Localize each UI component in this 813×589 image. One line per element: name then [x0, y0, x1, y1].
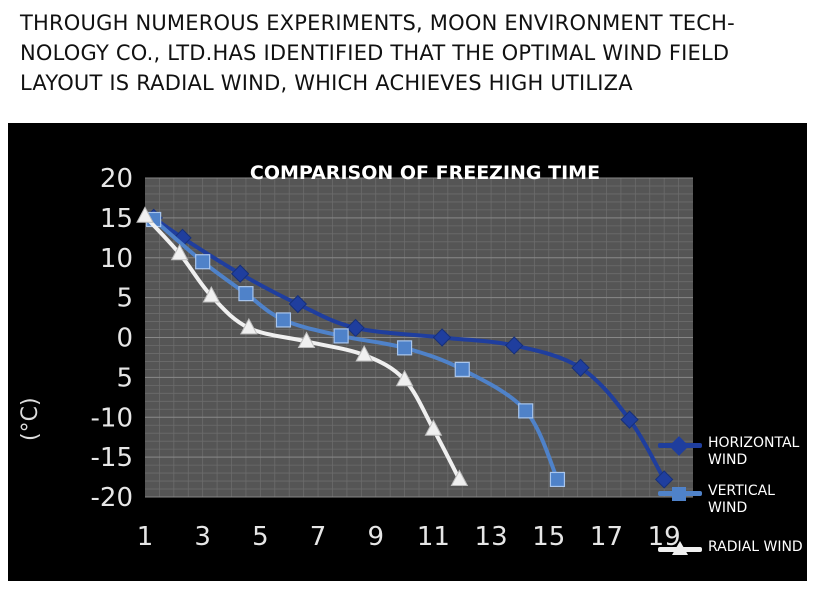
x-tick-label: 17	[590, 522, 623, 552]
data-point-horizontal-wind	[620, 410, 639, 429]
data-point-radial-wind	[239, 317, 258, 335]
data-point-radial-wind	[395, 369, 414, 387]
caption-line-2: NOLOGY CO., LTD.HAS IDENTIFIED THAT THE …	[20, 41, 730, 65]
series-line-horizontal-wind	[151, 215, 667, 482]
data-point-radial-wind	[170, 243, 189, 261]
y-tick-label: 20	[100, 164, 133, 194]
data-point-vertical-wind	[518, 403, 534, 419]
x-tick-label: 9	[367, 522, 384, 552]
data-point-radial-wind	[450, 469, 469, 486]
legend-marker-triangle	[672, 541, 688, 555]
data-point-vertical-wind	[195, 254, 211, 270]
y-tick-label: 15	[100, 204, 133, 234]
legend-label-horizontal: HORIZONTAL WIND	[708, 435, 800, 468]
x-tick-label: 1	[137, 522, 154, 552]
y-tick-label: 0	[116, 324, 133, 354]
legend-marker-diamond	[669, 436, 689, 456]
data-point-horizontal-wind	[571, 358, 590, 377]
legend-label-vertical: VERTICAL WIND	[708, 483, 775, 516]
x-tick-label: 3	[194, 522, 211, 552]
data-point-horizontal-wind	[432, 328, 452, 347]
x-tick-label: 7	[310, 522, 327, 552]
data-point-radial-wind	[297, 331, 316, 348]
chart-title: COMPARISON OF FREEZING TIME	[250, 162, 600, 184]
data-point-horizontal-wind	[288, 294, 308, 314]
x-tick-label: 15	[532, 522, 565, 552]
legend-item-radial-wind: RADIAL WIND	[658, 539, 813, 583]
y-tick-label: 10	[100, 244, 133, 274]
data-point-vertical-wind	[396, 340, 413, 356]
data-point-horizontal-wind	[504, 336, 524, 355]
x-tick-label: 13	[475, 522, 508, 552]
legend-item-vertical-wind: VERTICAL WIND	[658, 483, 813, 527]
x-tick-label: 11	[417, 522, 450, 552]
caption-line-1: THROUGH NUMEROUS EXPERIMENTS, MOON ENVIR…	[20, 11, 735, 35]
y-axis-label: (°C)	[18, 397, 43, 441]
data-point-radial-wind	[202, 285, 221, 303]
y-tick-label: 5	[116, 363, 133, 393]
y-tick-label: -15	[91, 443, 133, 473]
data-point-vertical-wind	[275, 312, 292, 328]
x-tick-label: 5	[252, 522, 269, 552]
caption-text: THROUGH NUMEROUS EXPERIMENTS, MOON ENVIR…	[20, 8, 800, 98]
data-point-vertical-wind	[549, 471, 566, 488]
data-point-vertical-wind	[238, 286, 254, 302]
data-point-radial-wind	[355, 344, 374, 362]
caption-line-3: LAYOUT IS RADIAL WIND, WHICH ACHIEVES HI…	[20, 71, 633, 95]
data-point-vertical-wind	[333, 328, 349, 344]
data-point-radial-wind	[136, 206, 154, 223]
y-tick-label: -20	[91, 483, 133, 513]
data-point-vertical-wind	[454, 361, 470, 377]
data-point-radial-wind	[424, 419, 443, 436]
y-tick-label: 5	[116, 284, 133, 314]
data-point-horizontal-wind	[654, 470, 674, 489]
data-point-horizontal-wind	[230, 264, 250, 283]
legend-item-horizontal-wind: HORIZONTAL WIND	[658, 435, 813, 479]
data-point-horizontal-wind	[346, 318, 365, 338]
legend-label-radial: RADIAL WIND	[708, 539, 803, 555]
chart-panel: 20 15 10 5 0 5 -10 -15 -20 1 3 5 7 9 11 13 15 17 19 COMPARI…	[8, 123, 807, 581]
y-tick-label: -10	[91, 403, 133, 433]
legend-marker-square	[672, 487, 686, 501]
